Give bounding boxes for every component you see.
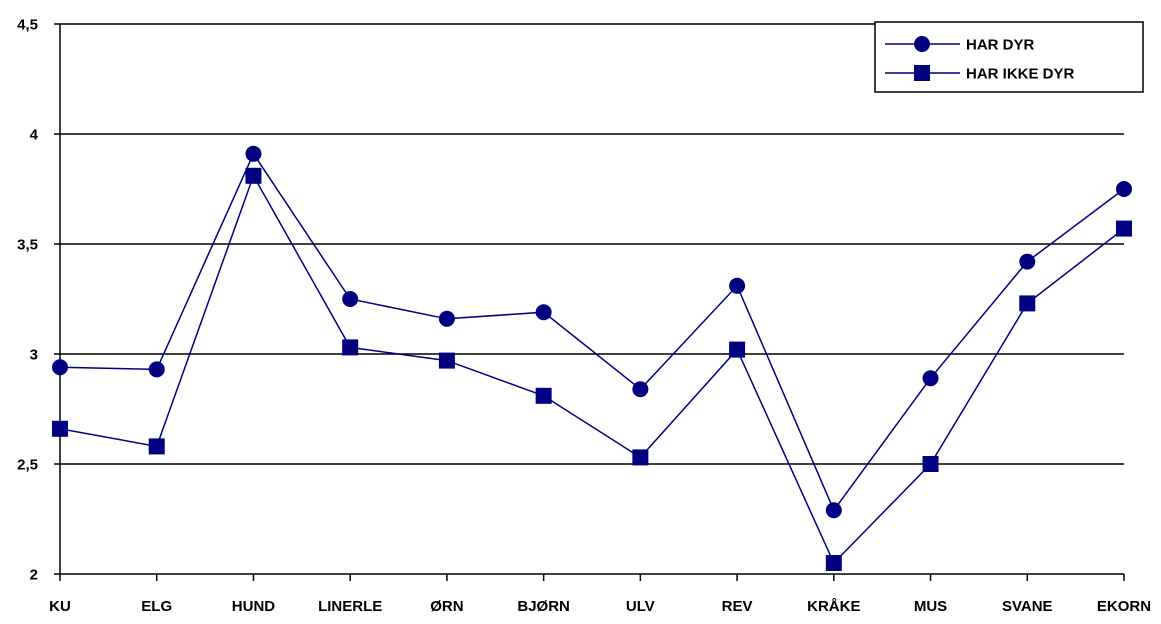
data-point-square (825, 555, 842, 571)
data-point-circle (729, 277, 746, 294)
legend-marker-square (914, 65, 930, 81)
legend-entry-har-ikke-dyr: HAR IKKE DYR (885, 65, 1075, 83)
y-tick-label: 3 (30, 347, 38, 364)
data-point-square (438, 352, 455, 369)
data-point-square (342, 339, 359, 356)
series-har-ikke-dyr (52, 167, 1132, 571)
x-tick-label: KRÅKE (807, 598, 860, 615)
data-point-circle (342, 291, 359, 307)
data-point-circle (1019, 253, 1036, 270)
data-point-circle (52, 359, 68, 376)
legend-marker-circle (914, 36, 930, 52)
series-line (59, 152, 1125, 512)
x-tick-label: BJØRN (517, 598, 570, 615)
y-tick-label: 3,5 (17, 237, 38, 254)
legend-label-har-dyr: HAR DYR (966, 37, 1035, 54)
data-point-circle (148, 361, 165, 378)
data-point-square (1019, 295, 1036, 312)
data-point-square (1116, 220, 1132, 237)
data-point-square (632, 449, 649, 466)
data-point-square (245, 167, 262, 184)
x-tick-label: ULV (626, 598, 655, 615)
data-point-square (52, 420, 68, 437)
x-tick-label: ELG (141, 598, 172, 615)
data-point-circle (438, 310, 455, 327)
y-tick-label: 4,5 (17, 17, 38, 34)
legend-entry-har-dyr: HAR DYR (885, 36, 1035, 54)
y-tick-labels: 2 2,5 3 3,5 4 4,5 (17, 17, 39, 584)
data-point-square (535, 387, 552, 404)
data-point-square (729, 341, 746, 358)
series-line (59, 174, 1125, 565)
series-lines (52, 145, 1132, 571)
y-tick-label: 2 (30, 567, 38, 584)
axes (54, 23, 1125, 581)
x-tick-label: MUS (914, 598, 947, 615)
legend: HAR DYR HAR IKKE DYR (874, 21, 1144, 93)
x-tick-label: HUND (232, 598, 275, 615)
x-tick-label: EKORN (1097, 598, 1151, 615)
data-point-circle (922, 370, 939, 387)
x-tick-label: ØRN (430, 598, 463, 615)
data-point-square (922, 456, 939, 472)
data-point-circle (1116, 181, 1132, 197)
x-tick-label: REV (722, 598, 753, 615)
data-point-square (148, 438, 165, 455)
data-point-circle (632, 381, 649, 398)
gridlines (60, 23, 1124, 465)
data-point-circle (825, 502, 842, 519)
x-tick-label: LINERLE (318, 598, 382, 615)
y-tick-label: 2,5 (17, 457, 38, 474)
x-tick-labels: KU ELG HUND LINERLE ØRN BJØRN ULV REV KRÅKE MUS SV… (49, 598, 1151, 615)
y-tick-label: 4 (30, 127, 39, 144)
x-tick-label: KU (49, 598, 71, 615)
series-har-dyr (52, 145, 1132, 519)
x-tick-label: SVANE (1002, 598, 1053, 615)
data-point-circle (535, 304, 552, 321)
legend-label-har-ikke-dyr: HAR IKKE DYR (966, 66, 1075, 83)
data-point-circle (245, 145, 262, 162)
